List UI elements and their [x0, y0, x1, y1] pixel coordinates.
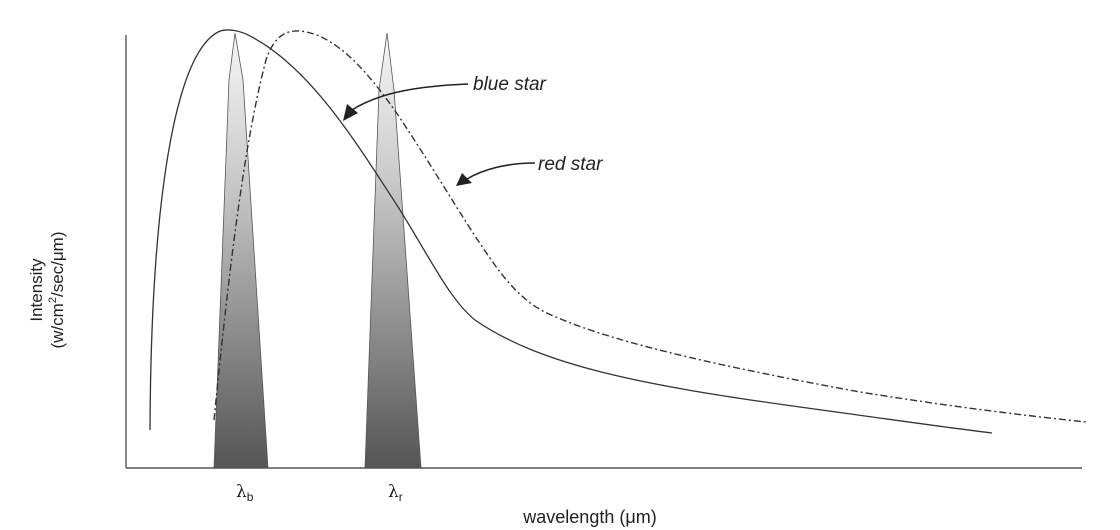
series-red-star — [213, 30, 1087, 423]
label-blue-star: blue star — [473, 74, 547, 95]
series-blue-star — [149, 29, 993, 434]
y-axis-label-line2: (w/cm2/sec/μm) — [47, 232, 67, 349]
y-axis-label: Intensity (w/cm2/sec/μm) — [27, 232, 67, 349]
tick-lambda-r-symbol: λ — [388, 482, 399, 502]
label-red-star: red star — [538, 154, 603, 175]
filter-band-red — [364, 32, 422, 469]
arrow-blue-star — [351, 83, 469, 111]
tick-lambda-b-symbol: λ — [236, 482, 247, 502]
arrow-head-blue-star — [343, 104, 358, 121]
arrow-red-star — [466, 162, 536, 180]
x-axis-label: wavelength (μm) — [522, 507, 656, 527]
tick-lambda-r: λr — [388, 482, 403, 504]
tick-lambda-b-sub: b — [247, 490, 254, 504]
filter-band-blue — [213, 32, 269, 469]
y-axis-label-line1: Intensity — [27, 258, 46, 322]
arrow-head-red-star — [456, 173, 472, 186]
tick-lambda-r-sub: r — [399, 490, 403, 504]
tick-lambda-b: λb — [236, 482, 254, 504]
